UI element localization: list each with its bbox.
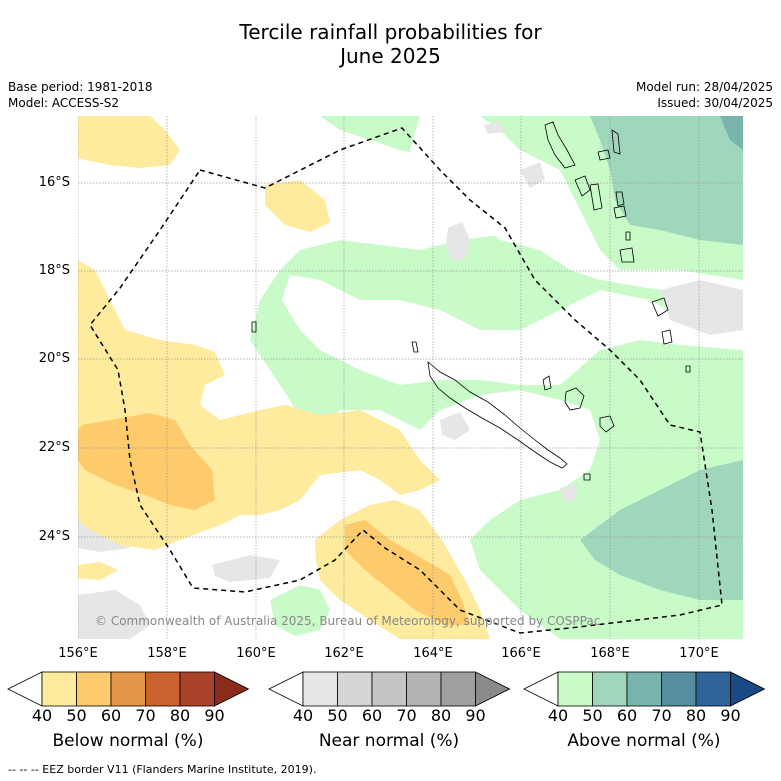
- colorbar-near: [268, 671, 511, 707]
- colorbar-below-tick-label: 60: [100, 706, 122, 725]
- title-line-2: June 2025: [340, 44, 441, 68]
- near-normal-patch-2: [520, 162, 545, 188]
- colorbar-above-tick-label: 60: [616, 706, 638, 725]
- colorbar-near-cell-5: [440, 671, 476, 707]
- model-name: Model: ACCESS-S2: [8, 96, 120, 110]
- lon-label-160e: 160°E: [236, 646, 276, 661]
- colorbar-above-tick-label: 80: [685, 706, 707, 725]
- colorbar-above: [523, 671, 766, 707]
- lat-label-18s: 18°S: [38, 263, 70, 278]
- map-area: [78, 116, 743, 639]
- meta-left: Base period: 1981-2018 Model: ACCESS-S2: [8, 79, 153, 111]
- near-normal-patch-6: [78, 590, 150, 639]
- below-normal-region-sw: [78, 562, 118, 580]
- near-normal-patch-8: [560, 484, 578, 502]
- near-normal-patch-9: [484, 122, 505, 134]
- colorbar-below-tick-label: 40: [31, 706, 53, 725]
- meta-right: Model run: 28/04/2025 Issued: 30/04/2025: [636, 79, 773, 111]
- colorbar-near-cell-3: [371, 671, 407, 707]
- title-line-1: Tercile rainfall probabilities for: [239, 20, 542, 44]
- lon-label-166e: 166°E: [501, 646, 541, 661]
- colorbar-above-cell-2: [592, 671, 628, 707]
- colorbar-above-high-extend: [730, 671, 766, 707]
- colorbar-near-tick-label: 70: [396, 706, 417, 725]
- lat-label-16s: 16°S: [38, 175, 70, 190]
- lon-label-156e: 156°E: [58, 646, 98, 661]
- lon-label-168e: 168°E: [590, 646, 630, 661]
- colorbar-near-cell-4: [406, 671, 442, 707]
- other-islands: [251, 297, 691, 481]
- model-run: Model run: 28/04/2025: [635, 80, 773, 94]
- lat-label-24s: 24°S: [38, 529, 70, 544]
- colorbar-near-high-extend: [475, 671, 511, 707]
- near-normal-patch-4: [440, 412, 470, 440]
- colorbar-near-tick-label: 60: [361, 706, 383, 725]
- colorbar-below-cell-3: [110, 671, 146, 707]
- white-gap-north: [410, 116, 743, 310]
- vanuatu-coastline: [544, 121, 635, 263]
- colorbar-above-tick-label: 90: [720, 706, 741, 725]
- near-normal-patch-1: [446, 222, 470, 262]
- colorbar-above-cell-3: [626, 671, 662, 707]
- colorbar-below-high-extend: [214, 671, 250, 707]
- colorbar-above-cell-1: [557, 671, 593, 707]
- lat-label-22s: 22°S: [38, 440, 70, 455]
- eez-footer-note: -- -- -- EEZ border V11 (Flanders Marine…: [8, 763, 317, 776]
- colorbar-below-cell-2: [76, 671, 112, 707]
- colorbar-above-tick-label: 50: [582, 706, 603, 725]
- colorbar-near-cell-1: [302, 671, 338, 707]
- colorbar-above-low-extend: [523, 671, 559, 707]
- above-normal-dark-teal-corner: [720, 116, 743, 150]
- lon-label-164e: 164°E: [413, 646, 453, 661]
- near-normal-patch-3: [660, 280, 743, 335]
- below-normal-orange-south: [345, 520, 470, 625]
- colorbar-above-tick-label: 70: [651, 706, 672, 725]
- colorbar-near-tick-label: 80: [430, 706, 452, 725]
- below-normal-region-north2: [265, 180, 330, 232]
- eez-border: [89, 127, 723, 634]
- above-normal-teal-northeast: [590, 116, 743, 245]
- lon-label-170e: 170°E: [679, 646, 719, 661]
- colorbar-near-low-extend: [268, 671, 304, 707]
- colorbar-above-tick-label: 40: [547, 706, 569, 725]
- copyright-text: © Commonwealth of Australia 2025, Bureau…: [95, 614, 601, 628]
- near-normal-patch-5: [212, 555, 280, 582]
- colorbar-near-cell-2: [337, 671, 373, 707]
- colorbar-near-tick-label: 40: [292, 706, 314, 725]
- colorbar-below-cell-1: [41, 671, 77, 707]
- above-normal-teal-southeast: [580, 460, 743, 600]
- new-caledonia-coastline: [427, 361, 568, 469]
- below-normal-region-north: [78, 116, 180, 168]
- above-normal-region-south: [270, 585, 330, 636]
- lon-label-162e: 162°E: [324, 646, 364, 661]
- colorbar-label-near: Near normal (%): [318, 731, 460, 751]
- above-normal-region-north: [250, 116, 743, 639]
- issued-date: Issued: 30/04/2025: [657, 96, 773, 110]
- grid-lines: [78, 116, 743, 639]
- loyalty-islands-coastline: [542, 375, 615, 433]
- colorbar-below: [7, 671, 250, 707]
- lat-label-20s: 20°S: [38, 351, 70, 366]
- base-period: Base period: 1981-2018: [8, 80, 153, 94]
- colorbar-above-cell-5: [695, 671, 731, 707]
- colorbar-below-cell-4: [145, 671, 181, 707]
- colorbar-above-cell-4: [661, 671, 697, 707]
- lon-label-158e: 158°E: [147, 646, 187, 661]
- colorbar-below-tick-label: 50: [66, 706, 87, 725]
- colorbar-near-tick-label: 90: [465, 706, 486, 725]
- map-title: Tercile rainfall probabilities for June …: [0, 20, 781, 68]
- colorbar-below-tick-label: 90: [204, 706, 225, 725]
- colorbar-label-below: Below normal (%): [52, 731, 204, 751]
- colorbar-label-above: Above normal (%): [567, 731, 721, 751]
- colorbar-below-tick-label: 80: [169, 706, 191, 725]
- colorbar-below-tick-label: 70: [135, 706, 156, 725]
- below-normal-orange-west: [78, 413, 215, 510]
- colorbar-near-tick-label: 50: [327, 706, 348, 725]
- colorbar-below-low-extend: [7, 671, 43, 707]
- colorbar-below-cell-5: [179, 671, 215, 707]
